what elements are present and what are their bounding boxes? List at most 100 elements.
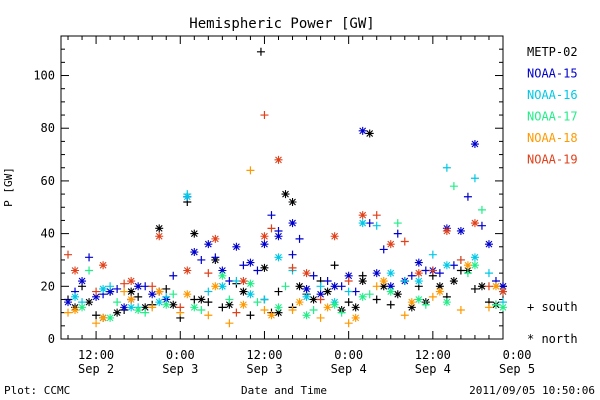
- south-point: [449, 261, 458, 270]
- x-tick-date: Sep 4: [415, 362, 451, 376]
- south-point: [162, 284, 171, 293]
- south-point: [456, 306, 465, 315]
- legend-entry: NOAA-15: [527, 67, 578, 81]
- south-point: [344, 277, 353, 286]
- south-point: [253, 266, 262, 275]
- north-point: [351, 313, 360, 322]
- south-point: [337, 308, 346, 317]
- north-point: [211, 234, 220, 243]
- y-tick-label: 80: [41, 121, 55, 135]
- timestamp: 2011/09/05 10:50:06: [469, 384, 595, 397]
- south-point: [148, 282, 157, 291]
- south-point: [232, 277, 241, 286]
- x-tick-time: 12:00: [78, 348, 114, 362]
- north-point: [309, 295, 318, 304]
- south-point: [64, 308, 73, 317]
- north-point: [302, 292, 311, 301]
- north-point: [274, 253, 283, 262]
- north-point: [218, 282, 227, 291]
- north-point: [470, 253, 479, 262]
- south-point: [211, 253, 220, 262]
- north-point: [260, 263, 269, 272]
- x-tick-date: Sep 3: [246, 362, 282, 376]
- south-point: [260, 306, 269, 315]
- north-point: [330, 282, 339, 291]
- x-tick-date: Sep 3: [162, 362, 198, 376]
- north-point: [316, 290, 325, 299]
- x-tick-time: 0:00: [334, 348, 363, 362]
- north-point: [239, 277, 248, 286]
- north-point: [386, 240, 395, 249]
- marker-legend-entry: + south: [527, 300, 578, 314]
- south-point: [365, 219, 374, 228]
- north-point: [260, 240, 269, 249]
- plot-credit: Plot: CCMC: [4, 384, 70, 397]
- south-point: [204, 298, 213, 307]
- south-point: [428, 292, 437, 301]
- north-point: [239, 287, 248, 296]
- north-point: [127, 295, 136, 304]
- north-point: [499, 287, 507, 296]
- north-point: [386, 269, 395, 278]
- south-point: [141, 308, 150, 317]
- north-point: [358, 126, 367, 135]
- y-tick-label: 60: [41, 174, 55, 188]
- north-point: [414, 277, 423, 286]
- south-point: [337, 282, 346, 291]
- north-point: [190, 229, 199, 238]
- plot-frame: [60, 35, 504, 340]
- legend-entry: NOAA-16: [527, 88, 578, 102]
- chart-title: Hemispheric Power [GW]: [189, 16, 374, 32]
- north-point: [470, 261, 479, 270]
- south-point: [169, 290, 178, 299]
- south-point: [246, 166, 255, 175]
- south-point: [288, 250, 297, 259]
- south-point: [120, 279, 129, 288]
- south-point: [267, 211, 276, 220]
- north-point: [274, 308, 283, 317]
- south-point: [176, 303, 185, 312]
- south-point: [225, 319, 234, 328]
- north-point: [78, 303, 87, 312]
- north-point: [491, 282, 500, 291]
- north-point: [323, 287, 332, 296]
- south-point: [256, 47, 265, 56]
- north-point: [379, 282, 388, 291]
- north-point: [344, 271, 353, 280]
- south-point: [106, 282, 115, 291]
- north-point: [246, 258, 255, 267]
- north-point: [302, 311, 311, 320]
- south-point: [477, 205, 486, 214]
- north-point: [246, 279, 255, 288]
- north-point: [484, 240, 493, 249]
- north-point: [127, 287, 136, 296]
- north-point: [141, 303, 150, 312]
- north-point: [246, 290, 255, 299]
- north-point: [155, 224, 164, 233]
- south-point: [407, 271, 416, 280]
- north-point: [113, 308, 122, 317]
- north-point: [414, 295, 423, 304]
- x-tick-date: Sep 2: [78, 362, 114, 376]
- north-point: [330, 232, 339, 241]
- north-point: [499, 282, 507, 291]
- north-point: [155, 232, 164, 241]
- north-point: [197, 295, 206, 304]
- north-point: [358, 219, 367, 228]
- north-point: [78, 277, 87, 286]
- south-point: [323, 277, 332, 286]
- plot-border: [60, 35, 504, 340]
- north-point: [64, 298, 73, 307]
- north-point: [106, 313, 115, 322]
- north-point: [260, 232, 269, 241]
- south-point: [400, 237, 409, 246]
- north-point: [85, 298, 94, 307]
- south-point: [64, 250, 73, 259]
- south-point: [295, 234, 304, 243]
- x-axis-title: Date and Time: [241, 384, 327, 397]
- legend-entry: METP-02: [527, 45, 578, 59]
- y-tick-label: 40: [41, 227, 55, 241]
- north-point: [365, 129, 374, 138]
- north-point: [183, 192, 192, 201]
- south-point: [246, 311, 255, 320]
